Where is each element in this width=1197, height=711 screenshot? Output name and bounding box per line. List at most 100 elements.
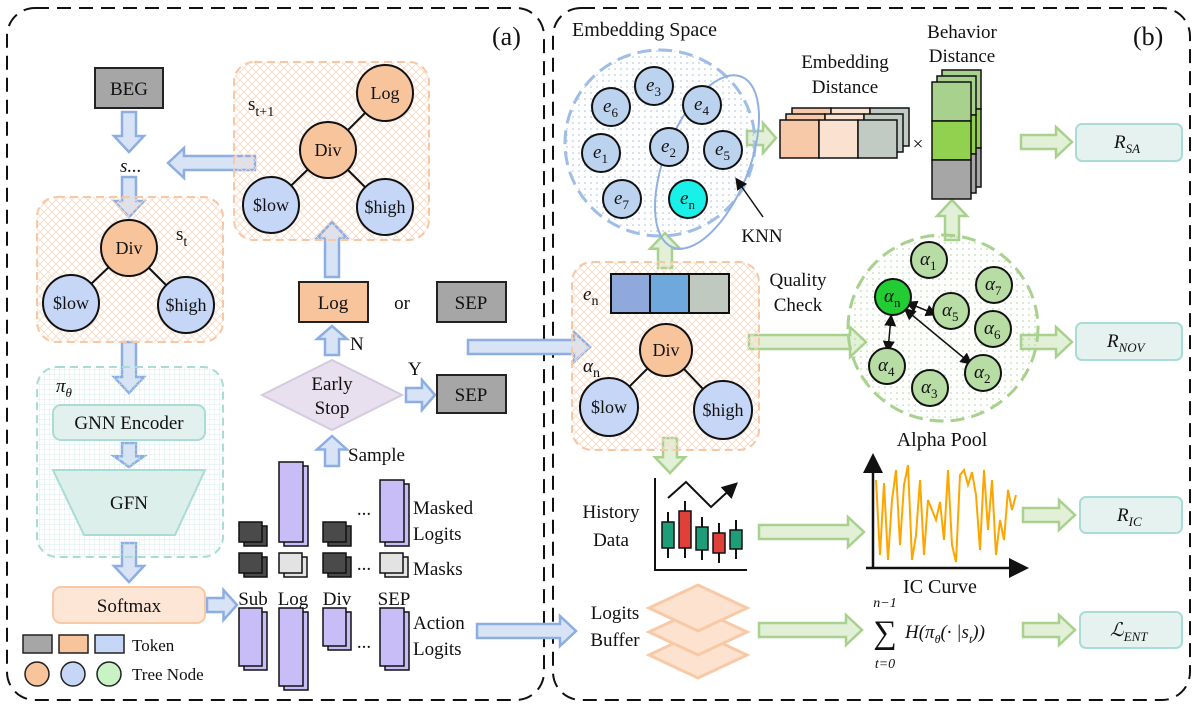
alpha-node: α7: [975, 266, 1013, 304]
svg-text:en: en: [583, 284, 598, 309]
svg-text:e4: e4: [694, 94, 709, 118]
candlestick-chart-icon: [654, 478, 747, 571]
legend-token-gray: [22, 634, 53, 654]
embedding-distance-title: Embedding: [801, 52, 889, 73]
behavior-distance-cell: [931, 159, 972, 200]
alpha-node: αn: [874, 278, 912, 316]
svg-text:ℒENT: ℒENT: [1110, 620, 1148, 644]
ic-curve-chart: [863, 453, 1029, 578]
alpha-pool: α1 α7 αn α5 α6 α4 α3 α2: [846, 233, 1040, 423]
ellipsis: ...: [357, 554, 371, 575]
sample-arrow-icon: [313, 434, 351, 468]
svg-text:$high: $high: [165, 295, 206, 315]
svg-text:e5: e5: [715, 139, 730, 163]
action-logits-label: Action: [413, 613, 465, 634]
svg-text:e7: e7: [614, 188, 629, 212]
svg-text:$high: $high: [364, 197, 405, 217]
logits-buffer-label: Logits: [591, 603, 640, 624]
svg-text:BEG: BEG: [110, 79, 148, 100]
masked-logit-div: [322, 521, 347, 543]
behavior-distance-stack: [931, 69, 982, 200]
embedding-node: e4: [682, 85, 722, 125]
candle-body: [729, 529, 743, 550]
log-token: Log: [298, 281, 369, 323]
embedding-node: en: [668, 179, 708, 219]
quality-check-label: Check: [774, 295, 823, 316]
sum-lower-limit: t=0: [875, 657, 895, 672]
legend-token-blue: [94, 634, 125, 654]
tree-node-div: Div: [639, 323, 693, 377]
ic-curve-title: IC Curve: [903, 576, 977, 598]
embedding-node: e1: [581, 133, 621, 173]
candle-body: [678, 510, 692, 549]
beg-token: BEG: [94, 67, 164, 109]
embedding-space-title: Embedding Space: [572, 19, 717, 41]
embedding-node: e7: [602, 179, 642, 219]
alpha-node: α2: [964, 354, 1002, 392]
svg-text:RNOV: RNOV: [1106, 331, 1147, 355]
knn-label: KNN: [741, 226, 782, 247]
softmax-block: Softmax: [52, 586, 206, 624]
alpha-node: α3: [911, 369, 949, 407]
svg-text:Early: Early: [311, 374, 353, 395]
embedding-vector-cell: [649, 273, 690, 314]
legend-token-orange: [58, 634, 89, 654]
ic-to-ric-arrow-icon: [1021, 497, 1077, 533]
softmax-to-logits-arrow-icon: [205, 586, 239, 624]
embedding-node: e2: [649, 127, 689, 167]
svg-text:α2: α2: [974, 362, 990, 386]
column-sub: Sub: [238, 589, 268, 610]
column-sep: SEP: [378, 589, 411, 610]
action-logits-label: Logits: [413, 639, 462, 660]
reward-nov: RNOV: [1075, 322, 1183, 361]
sum-sign: ∑: [873, 615, 897, 651]
alpha-node: α1: [910, 241, 948, 279]
svg-text:GNN Encoder: GNN Encoder: [74, 413, 184, 434]
gnn-encoder: GNN Encoder: [52, 404, 206, 441]
action-logit-sep: [379, 607, 405, 667]
policy-network: πθ GNN Encoder GFN: [36, 366, 224, 558]
candle-body: [661, 521, 675, 549]
yes-label: Y: [408, 359, 422, 380]
embedding-node: e5: [703, 130, 743, 170]
masked-logit-sep: [379, 479, 405, 543]
svg-text:Tree Node: Tree Node: [132, 665, 204, 684]
new-alpha-tree: en αn Div $low $high: [571, 261, 760, 451]
action-logit-div: [322, 607, 347, 647]
sep-token: SEP: [436, 281, 507, 323]
or-label: or: [394, 293, 411, 314]
sum-upper-limit: n−1: [873, 596, 896, 611]
masked-logit-log: [278, 461, 304, 543]
embedding-vector-cell: [610, 273, 651, 314]
svg-text:Div: Div: [653, 340, 680, 360]
panel-a-label: (a): [492, 22, 521, 51]
distance-to-rsa-arrow-icon: [1019, 124, 1074, 160]
panel-b-label: (b): [1133, 22, 1163, 51]
mask-sub: [238, 552, 263, 574]
svg-text:α6: α6: [984, 318, 1001, 342]
legend-node-green: [96, 661, 122, 687]
reward-ic: RIC: [1079, 496, 1183, 534]
state-ellipsis: s...: [120, 156, 142, 177]
svg-text:GFN: GFN: [110, 493, 148, 514]
embedding-node: e6: [591, 87, 631, 127]
state-next-tree: st+1 Log Div $low $high: [233, 61, 430, 241]
entropy-term: H(πθ(· |st)): [904, 622, 985, 646]
tree-node-log: Log: [356, 64, 414, 122]
masked-logit-sub: [238, 521, 263, 543]
alpha-node: α5: [932, 292, 970, 330]
column-div: Div: [323, 589, 352, 610]
svg-text:e1: e1: [593, 142, 608, 166]
ellipsis: ...: [357, 499, 371, 520]
sum-to-lent-arrow-icon: [1021, 612, 1077, 648]
sample-label: Sample: [348, 445, 405, 466]
embedding-space: e6 e3 e4 e1 e2 e5 e7 en KNN: [563, 48, 783, 250]
svg-text:$high: $high: [702, 400, 743, 420]
state-current-tree: st Div $low $high: [36, 196, 224, 343]
svg-text:Div: Div: [116, 238, 143, 258]
entropy-formula: n−1 ∑ t=0 H(πθ(· |st)): [873, 596, 985, 672]
svg-text:$low: $low: [253, 195, 289, 215]
gfn-block: GFN: [51, 469, 207, 536]
